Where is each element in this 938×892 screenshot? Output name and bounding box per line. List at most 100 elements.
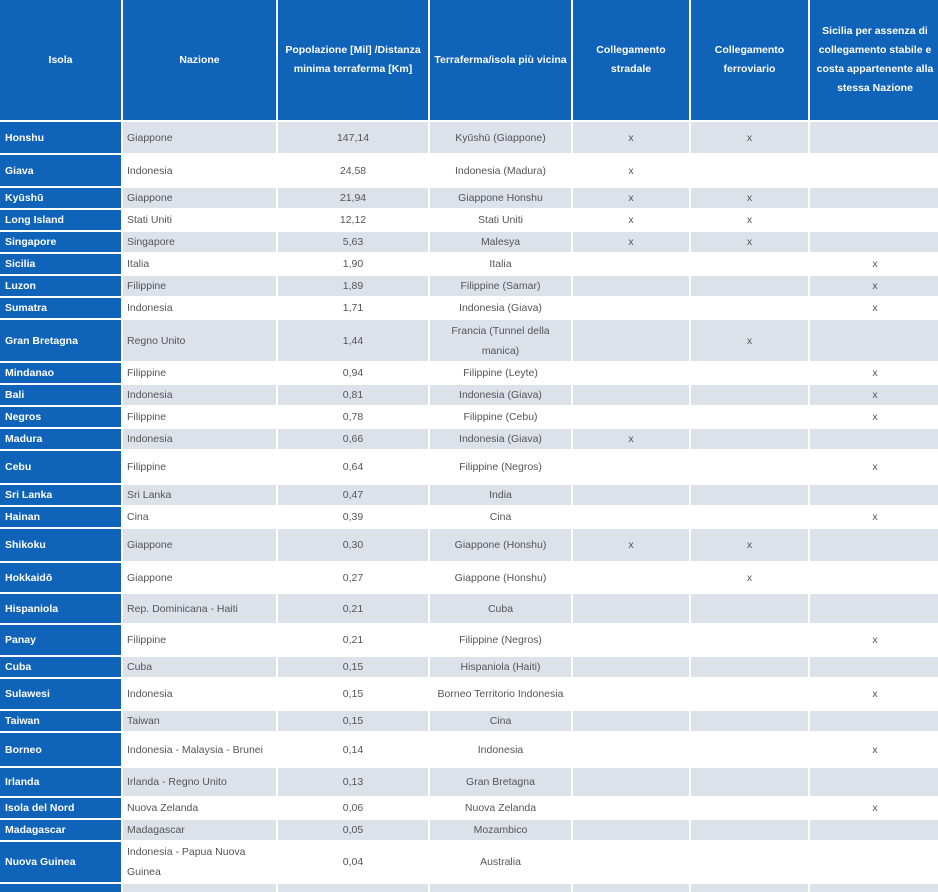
table-cell: Indonesia — [123, 679, 276, 709]
empty-cell — [573, 625, 689, 655]
table-cell: 0,64 — [278, 451, 428, 483]
table-cell: x — [573, 122, 689, 153]
table-row: Sicilia Italia 1,90 Italia x — [0, 254, 938, 274]
island-name: Nuova Guinea — [0, 842, 121, 882]
table-cell: x — [810, 276, 938, 296]
empty-cell — [691, 254, 808, 274]
table-cell: Francia (Tunnel della manica) — [430, 320, 571, 361]
empty-cell — [691, 363, 808, 383]
empty-cell — [573, 507, 689, 527]
table-cell: x — [810, 407, 938, 427]
island-name: Isola del Nord — [0, 798, 121, 818]
table-row: Mindanao Filippine 0,94 Filippine (Leyte) x — [0, 363, 938, 383]
table-cell: Cina — [430, 711, 571, 731]
empty-cell — [810, 820, 938, 840]
island-name: Panay — [0, 625, 121, 655]
empty-cell — [573, 385, 689, 405]
column-header: Isola — [0, 0, 121, 120]
table-cell: x — [810, 507, 938, 527]
island-name: Madagascar — [0, 820, 121, 840]
empty-cell — [573, 594, 689, 623]
empty-cell — [810, 232, 938, 252]
empty-cell — [810, 429, 938, 449]
empty-cell — [573, 711, 689, 731]
table-row: Hokkaidō Giappone 0,27 Giappone (Honshu) x — [0, 563, 938, 592]
table-cell: Porto Rico — [123, 884, 276, 892]
empty-cell — [810, 842, 938, 882]
empty-cell — [810, 594, 938, 623]
table-cell: Italia — [123, 254, 276, 274]
empty-cell — [573, 363, 689, 383]
island-name: Madura — [0, 429, 121, 449]
column-header: Sicilia per assenza di collegamento stab… — [810, 0, 938, 120]
table-cell: x — [573, 529, 689, 561]
table-cell: x — [691, 563, 808, 592]
table-row: Cebu Filippine 0,64 Filippine (Negros) x — [0, 451, 938, 483]
table-cell: 0,03 — [278, 884, 428, 892]
empty-cell — [573, 563, 689, 592]
empty-cell — [573, 768, 689, 796]
table-cell: Cina — [430, 507, 571, 527]
table-cell: Nuova Zelanda — [430, 798, 571, 818]
empty-cell — [691, 298, 808, 318]
table-cell: Cuba — [123, 657, 276, 677]
table-cell: x — [691, 232, 808, 252]
empty-cell — [691, 798, 808, 818]
table-cell: 0,15 — [278, 657, 428, 677]
table-cell: 1,89 — [278, 276, 428, 296]
empty-cell — [691, 594, 808, 623]
empty-cell — [810, 188, 938, 208]
table-cell: Madagascar — [123, 820, 276, 840]
table-row: Gran Bretagna Regno Unito 1,44 Francia (Tun… — [0, 320, 938, 361]
table-cell: Italia — [430, 254, 571, 274]
island-name: Sulawesi — [0, 679, 121, 709]
table-cell: Filippine — [123, 625, 276, 655]
table-row: Long Island Stati Uniti 12,12 Stati Uniti x x — [0, 210, 938, 230]
table-header: Isola Nazione Popolazione [Mil] /Distanza … — [0, 0, 938, 120]
empty-cell — [691, 768, 808, 796]
island-name: Long Island — [0, 210, 121, 230]
empty-cell — [691, 733, 808, 766]
column-header: Collegamento stradale — [573, 0, 689, 120]
table-row: Hispaniola Rep. Dominicana - Haiti 0,21 Cub… — [0, 594, 938, 623]
empty-cell — [810, 711, 938, 731]
table-cell: x — [573, 232, 689, 252]
table-body: Honshu Giappone 147,14 Kyūshū (Giappone) x x G… — [0, 122, 938, 892]
table-cell: 147,14 — [278, 122, 428, 153]
table-cell: Filippine — [123, 363, 276, 383]
island-name: Cuba — [0, 657, 121, 677]
island-name: Singapore — [0, 232, 121, 252]
column-header: Popolazione [Mil] /Distanza minima terra… — [278, 0, 428, 120]
empty-cell — [691, 507, 808, 527]
empty-cell — [810, 529, 938, 561]
table-cell: 0,04 — [278, 842, 428, 882]
table-cell: x — [810, 385, 938, 405]
empty-cell — [810, 657, 938, 677]
table-cell: Giappone (Honshu) — [430, 563, 571, 592]
table-row: Sumatra Indonesia 1,71 Indonesia (Giava) x — [0, 298, 938, 318]
table-cell: x — [810, 798, 938, 818]
table-cell: Hispaniola (Haiti) — [430, 657, 571, 677]
table-cell: 0,66 — [278, 429, 428, 449]
table-cell: 0,30 — [278, 529, 428, 561]
empty-cell — [573, 298, 689, 318]
table-row: Kyūshū Giappone 21,94 Giappone Honshu x x — [0, 188, 938, 208]
table-row: Negros Filippine 0,78 Filippine (Cebu) x — [0, 407, 938, 427]
table-row: Madura Indonesia 0,66 Indonesia (Giava) x — [0, 429, 938, 449]
empty-cell — [691, 155, 808, 186]
empty-cell — [691, 842, 808, 882]
empty-cell — [573, 820, 689, 840]
table-cell: 0,78 — [278, 407, 428, 427]
empty-cell — [573, 451, 689, 483]
island-name: Irlanda — [0, 768, 121, 796]
island-name: Hispaniola — [0, 594, 121, 623]
table-cell: Stati Uniti — [430, 210, 571, 230]
island-name: Porto Rico — [0, 884, 121, 892]
table-cell: 0,47 — [278, 485, 428, 505]
table-cell: x — [810, 625, 938, 655]
table-cell: Indonesia — [123, 155, 276, 186]
table-row: Honshu Giappone 147,14 Kyūshū (Giappone) x x — [0, 122, 938, 153]
empty-cell — [691, 711, 808, 731]
table-cell: Indonesia - Malaysia - Brunei — [123, 733, 276, 766]
